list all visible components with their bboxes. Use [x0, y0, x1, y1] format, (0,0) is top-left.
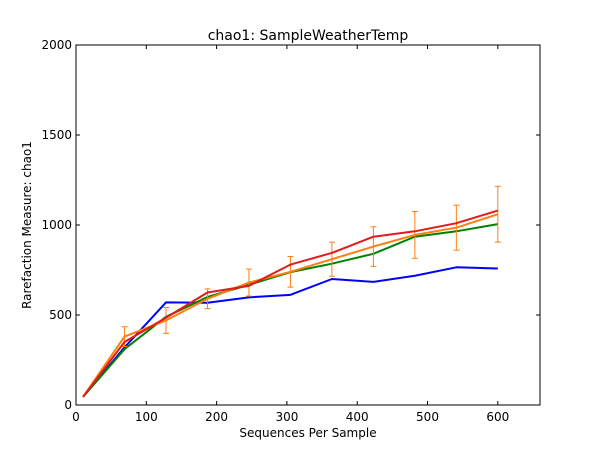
series-0 — [82, 266, 498, 398]
x-tick-label: 300 — [275, 410, 298, 424]
y-axis-label: Rarefaction Measure: chao1 — [20, 141, 34, 309]
y-tick-label: 500 — [49, 308, 72, 322]
x-tick-label: 400 — [346, 410, 369, 424]
x-tick-label: 0 — [72, 410, 80, 424]
plot-content — [82, 185, 501, 398]
series-line-2 — [82, 213, 499, 398]
chart-title: chao1: SampleWeatherTemp — [208, 28, 409, 44]
x-tick-label: 100 — [135, 410, 158, 424]
series-line-1 — [82, 223, 498, 398]
y-tick-label: 2000 — [41, 38, 72, 52]
x-axis-label: Sequences Per Sample — [239, 426, 376, 440]
y-tick-label: 1500 — [41, 128, 72, 142]
y-axis: 0 500 1000 1500 2000 — [41, 38, 540, 412]
y-tick-label: 1000 — [41, 218, 72, 232]
x-tick-label: 500 — [416, 410, 439, 424]
series-1 — [82, 223, 498, 398]
series-line-3 — [82, 209, 499, 398]
series-3 — [82, 209, 499, 398]
x-axis: 0 100 200 300 400 500 600 — [72, 45, 509, 424]
x-tick-label: 200 — [205, 410, 228, 424]
y-tick-label: 0 — [64, 398, 72, 412]
series-2 — [82, 185, 501, 398]
plot-frame — [75, 44, 541, 406]
x-tick-label: 600 — [486, 410, 509, 424]
series-line-0 — [82, 266, 498, 398]
